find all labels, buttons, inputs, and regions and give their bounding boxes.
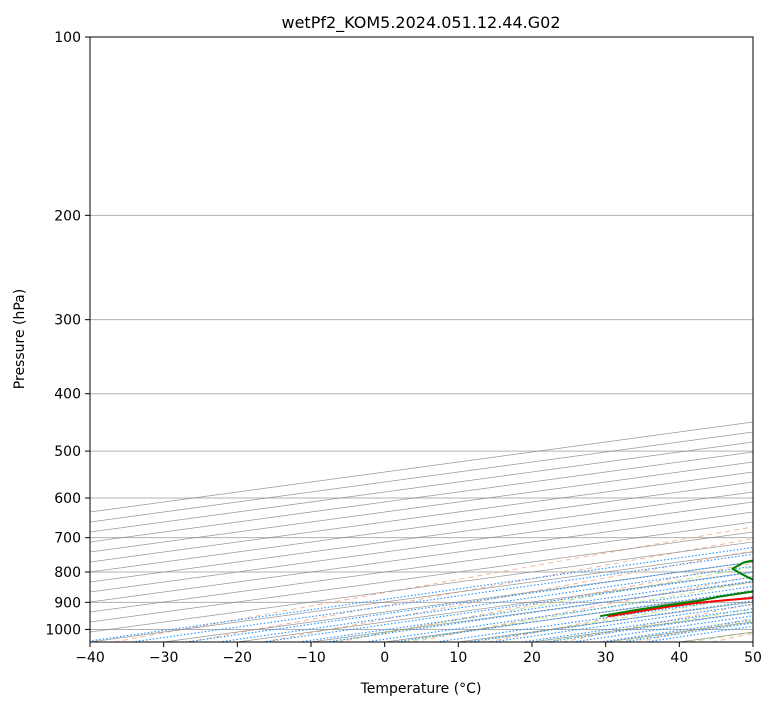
x-axis-ticks: −40 −30 −20 −10 0 10 20 30 40 50 [75, 642, 762, 666]
x-tick-label: −30 [149, 650, 179, 666]
mixing-ratio-line [645, 625, 753, 642]
y-axis-label: Pressure (hPa) [12, 289, 28, 389]
x-tick-label: −10 [296, 650, 326, 666]
y-tick-label: 300 [54, 313, 81, 329]
moist-adiabat [544, 608, 753, 642]
moist-adiabat [473, 595, 753, 642]
y-tick-label: 600 [54, 491, 81, 507]
isotherm-line [90, 461, 753, 553]
dry-adiabat [263, 550, 753, 642]
isotherm-line [752, 641, 753, 642]
y-axis-ticks: 1000 900 800 700 600 500 400 300 200 100 [45, 30, 90, 638]
mixing-ratio-line [436, 595, 753, 642]
x-tick-label: 10 [449, 650, 467, 666]
chart-title: wetPf2_KOM5.2024.051.12.44.G02 [281, 13, 560, 33]
mixing-ratio-line [90, 546, 753, 642]
isotherm-line [90, 471, 753, 563]
y-tick-label: 100 [54, 30, 81, 46]
moist-adiabat [331, 566, 753, 642]
dry-adiabat [636, 617, 753, 642]
y-tick-label: 400 [54, 387, 81, 403]
mixing-ratio-line [131, 553, 753, 642]
mixing-ratio-line [467, 600, 753, 642]
isotherm-line [90, 551, 753, 642]
sounding-series [599, 559, 753, 618]
background-grid [90, 37, 753, 642]
mixing-ratio-line [185, 561, 753, 642]
isotherm-line [90, 491, 753, 583]
x-axis-label: Temperature (°C) [360, 681, 482, 697]
temperature-profile [607, 597, 753, 618]
x-tick-label: 50 [744, 650, 762, 666]
dry-adiabat [562, 603, 753, 642]
isotherm-line [90, 541, 753, 633]
y-tick-label: 1000 [45, 622, 81, 638]
isotherm-line [384, 591, 753, 642]
y-tick-label: 800 [54, 565, 81, 581]
mixing-ratio-line [365, 585, 753, 642]
mixing-ratio-line [546, 611, 753, 642]
y-tick-label: 700 [54, 531, 81, 547]
x-tick-label: 40 [670, 650, 688, 666]
dewpoint-profile [599, 559, 753, 618]
dry-adiabat [711, 632, 753, 642]
isotherm-line [90, 511, 753, 603]
dry-adiabat [412, 575, 753, 642]
dry-adiabat [188, 538, 753, 642]
isotherm-line [605, 621, 753, 642]
isotherm-line [90, 501, 753, 593]
y-tick-label: 500 [54, 444, 81, 460]
isotherm-line [531, 611, 753, 642]
dry-adiabat [338, 562, 753, 642]
dry-adiabat [114, 526, 753, 642]
x-tick-label: −40 [75, 650, 105, 666]
isotherm-line [90, 451, 753, 543]
y-tick-label: 900 [54, 595, 81, 611]
x-tick-label: 30 [597, 650, 615, 666]
moist-adiabat [689, 631, 753, 642]
x-tick-label: −20 [223, 650, 253, 666]
mixing-ratio-line [394, 589, 753, 642]
isotherm-line [90, 481, 753, 573]
isotherm-line [310, 581, 753, 642]
y-tick-label: 200 [54, 208, 81, 224]
plot-frame [89, 36, 754, 643]
isotherm-line [90, 521, 753, 613]
dry-adiabat [487, 589, 753, 642]
x-tick-label: 0 [380, 650, 389, 666]
x-tick-label: 20 [523, 650, 541, 666]
isotherm-line [90, 531, 753, 623]
